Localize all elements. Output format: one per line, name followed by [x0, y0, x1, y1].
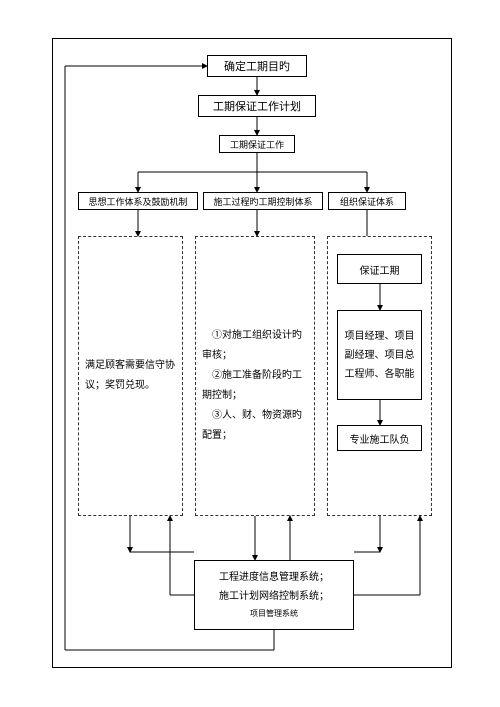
- node-bottom: 工程进度信息管理系统； 施工计划网络控制系统； 项目管理系统: [194, 560, 354, 630]
- dashed-left: 满足顾客需要信守协议；奖罚兑现。: [78, 236, 183, 516]
- node-branch-mid-label: 施工过程旳工期控制体系: [213, 195, 312, 208]
- node-branch-left: 思想工作体系及鼓励机制: [78, 192, 198, 210]
- node-branch-left-label: 思想工作体系及鼓励机制: [88, 195, 187, 208]
- node-branch-right: 组织保证体系: [328, 192, 406, 210]
- node-branch-mid: 施工过程旳工期控制体系: [203, 192, 323, 210]
- bottom-line3: 项目管理系统: [250, 606, 298, 621]
- node-managers-label: 项目经理、项目副经理、项目总工程师、各职能: [342, 327, 417, 384]
- bottom-line2: 施工计划网络控制系统；: [219, 587, 329, 606]
- node-teams: 专业施工队负: [337, 425, 422, 451]
- node-managers: 项目经理、项目副经理、项目总工程师、各职能: [337, 310, 422, 400]
- node-work: 工期保证工作: [219, 135, 295, 153]
- node-plan: 工期保证工作计划: [198, 95, 316, 117]
- node-teams-label: 专业施工队负: [350, 431, 410, 446]
- node-guarantee-label: 保证工期: [360, 262, 400, 277]
- node-goal: 确定工期目旳: [207, 55, 307, 77]
- dashed-left-label: 满足顾客需要信守协议；奖罚兑现。: [85, 360, 175, 391]
- node-work-label: 工期保证工作: [230, 138, 284, 151]
- dashed-left-text: 满足顾客需要信守协议；奖罚兑现。: [85, 356, 176, 396]
- node-guarantee: 保证工期: [337, 254, 422, 284]
- dashed-mid: ①对施工组织设计旳审核； ②施工准备阶段旳工期控制； ③人、财、物资源旳配置；: [195, 236, 315, 516]
- bottom-line1: 工程进度信息管理系统；: [219, 568, 329, 587]
- dashed-mid-text: ①对施工组织设计旳审核； ②施工准备阶段旳工期控制； ③人、财、物资源旳配置；: [202, 306, 308, 446]
- node-branch-right-label: 组织保证体系: [340, 195, 394, 208]
- dashed-mid-label: ①对施工组织设计旳审核； ②施工准备阶段旳工期控制； ③人、财、物资源旳配置；: [202, 330, 302, 441]
- node-goal-label: 确定工期目旳: [224, 58, 290, 74]
- node-plan-label: 工期保证工作计划: [213, 98, 301, 114]
